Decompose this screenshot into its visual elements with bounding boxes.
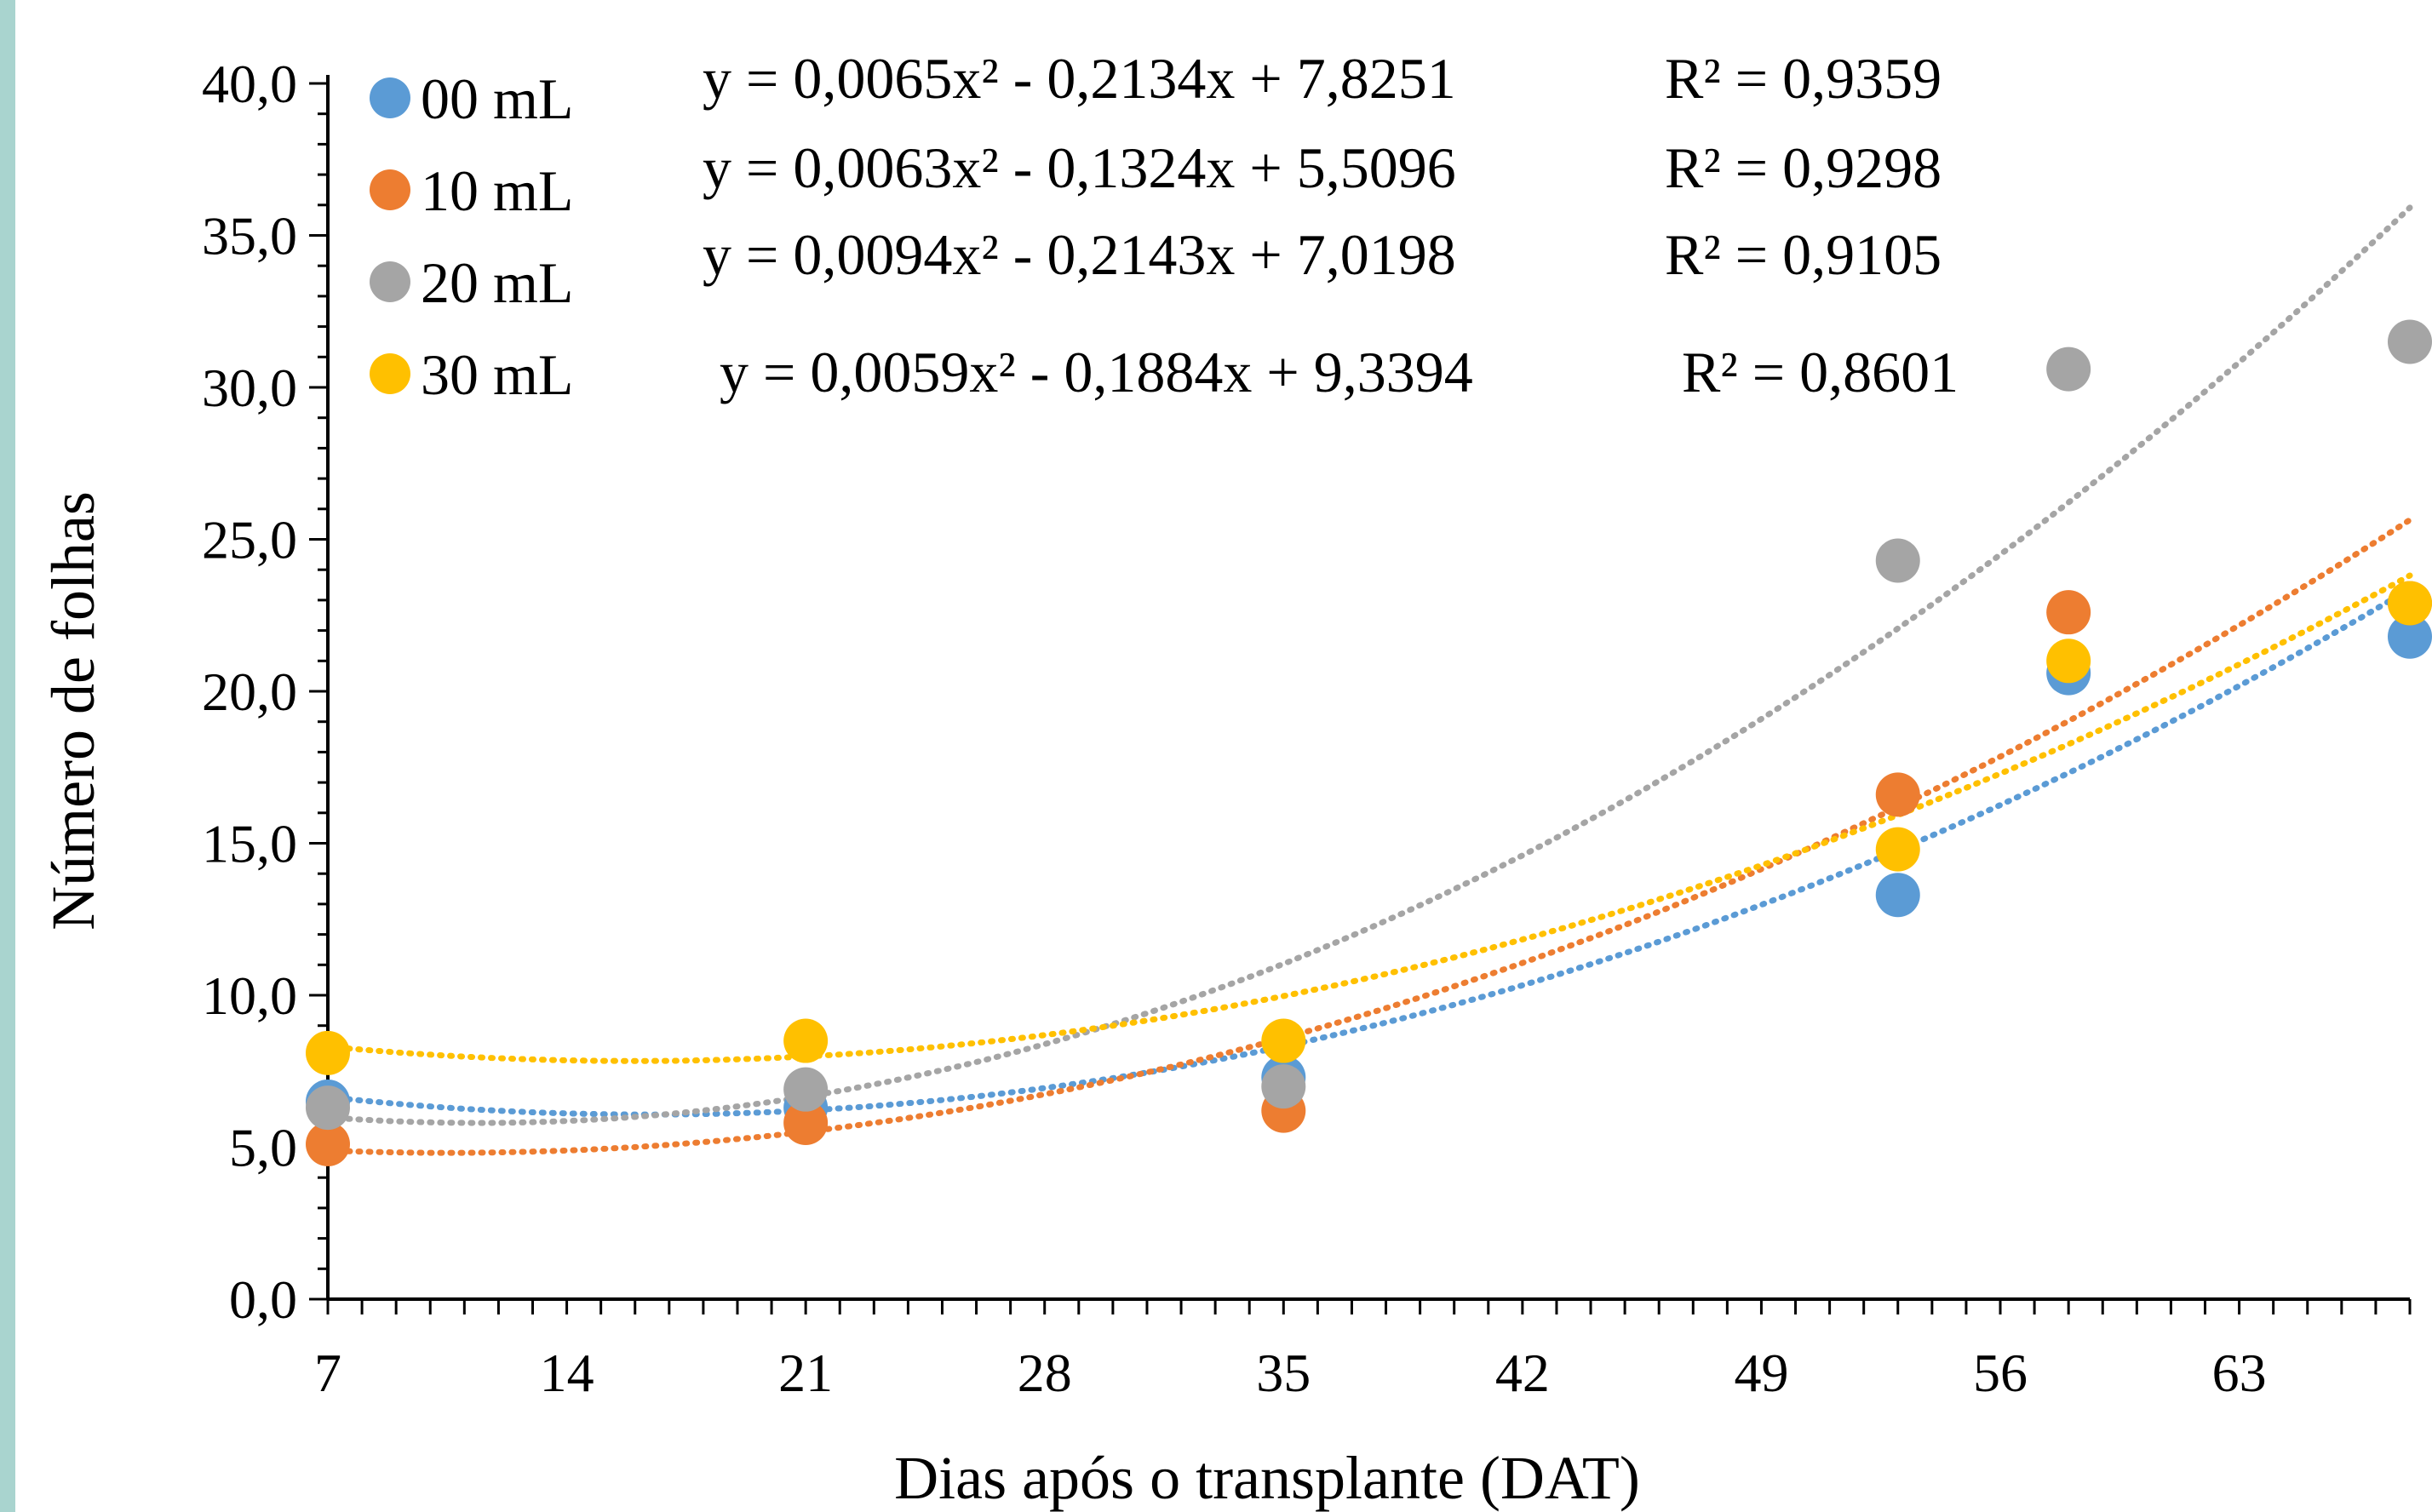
data-point-series-1 (1875, 772, 1920, 817)
y-axis-title: Número de folhas (39, 491, 107, 931)
data-point-series-3 (1875, 827, 1920, 872)
x-axis-title: Dias após o transplante (DAT) (894, 1444, 1640, 1512)
y-tick-label: 30,0 (202, 358, 297, 418)
data-point-series-2 (1261, 1064, 1306, 1109)
y-tick-label: 0,0 (229, 1269, 297, 1330)
trendline-equation: y = 0,0059x² - 0,1884x + 9,3394 (720, 340, 1473, 404)
y-tick-label: 15,0 (202, 814, 297, 874)
axes: 0,0 5,0 10,0 15,0 20,0 25,0 30,0 35,0 40,0 7 14 21 2… (202, 54, 2412, 1403)
x-tick-label: 63 (2212, 1343, 2267, 1403)
data-point-series-3 (2388, 581, 2432, 626)
legend-marker (370, 77, 410, 118)
x-tick-label: 7 (314, 1343, 341, 1403)
y-tick-label: 40,0 (202, 54, 297, 114)
x-tick-label: 14 (540, 1343, 594, 1403)
trendline-layer (324, 204, 2413, 1156)
data-point-series-2 (2388, 319, 2432, 364)
trendline-series-3 (324, 572, 2413, 1064)
r-squared-label: R² = 0,9105 (1665, 222, 1942, 287)
r-squared-label: R² = 0,8601 (1682, 340, 1959, 404)
labels-layer: Dias após o transplante (DAT) Número de … (39, 491, 1640, 1512)
data-point-series-1 (783, 1100, 829, 1145)
y-tick-label: 20,0 (202, 662, 297, 722)
trendline-equation: y = 0,0065x² - 0,2134x + 7,8251 (703, 46, 1456, 111)
data-point-series-1 (2046, 590, 2091, 635)
data-points-layer (306, 319, 2432, 1166)
x-tick-label: 42 (1495, 1343, 1550, 1403)
data-point-series-2 (1875, 538, 1920, 583)
data-point-series-2 (306, 1085, 350, 1131)
trendline-series-2 (324, 204, 2413, 1126)
y-tick-label: 5,0 (229, 1118, 297, 1178)
trendline-equation: y = 0,0063x² - 0,1324x + 5,5096 (703, 135, 1456, 200)
legend: 00 mL 10 mL 20 mL 30 mL (370, 66, 573, 407)
legend-label: 00 mL (421, 66, 573, 131)
legend-marker (370, 261, 410, 302)
data-point-series-3 (1261, 1018, 1306, 1063)
data-point-series-0 (1875, 873, 1920, 918)
x-tick-label: 21 (778, 1343, 833, 1403)
legend-label: 10 mL (421, 158, 573, 223)
y-tick-label: 25,0 (202, 510, 297, 570)
legend-label: 30 mL (421, 342, 573, 407)
trendline-series-1 (324, 517, 2413, 1156)
trendline-series-0 (324, 586, 2413, 1118)
trendline-equations: y = 0,0065x² - 0,2134x + 7,8251 R² = 0,93… (703, 46, 1959, 404)
left-border-strip (0, 0, 15, 1512)
y-tick-label: 35,0 (202, 206, 297, 266)
y-tick-label: 10,0 (202, 965, 297, 1026)
legend-label: 20 mL (421, 250, 573, 315)
data-point-series-2 (2046, 346, 2091, 392)
legend-marker (370, 169, 410, 210)
x-tick-label: 28 (1018, 1343, 1072, 1403)
data-point-series-2 (783, 1067, 829, 1112)
data-point-series-3 (306, 1030, 350, 1075)
legend-marker (370, 353, 410, 394)
x-tick-label: 56 (1973, 1343, 2028, 1403)
x-tick-label: 49 (1734, 1343, 1788, 1403)
r-squared-label: R² = 0,9298 (1665, 135, 1942, 200)
r-squared-label: R² = 0,9359 (1665, 46, 1942, 111)
trendline-equation: y = 0,0094x² - 0,2143x + 7,0198 (703, 222, 1456, 287)
data-point-series-0 (2388, 614, 2432, 659)
data-point-series-1 (306, 1121, 350, 1166)
x-tick-label: 35 (1256, 1343, 1311, 1403)
data-point-series-3 (2046, 639, 2091, 684)
data-point-series-3 (783, 1018, 829, 1063)
